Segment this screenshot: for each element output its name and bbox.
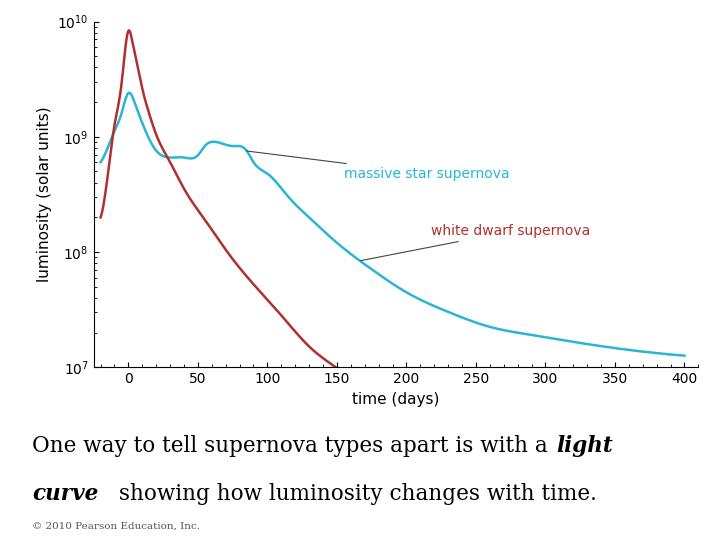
Y-axis label: luminosity (solar units): luminosity (solar units) xyxy=(37,106,52,282)
Text: light: light xyxy=(556,435,613,457)
Text: massive star supernova: massive star supernova xyxy=(246,151,510,181)
X-axis label: time (days): time (days) xyxy=(352,392,440,407)
Text: © 2010 Pearson Education, Inc.: © 2010 Pearson Education, Inc. xyxy=(32,521,200,530)
Text: curve: curve xyxy=(32,483,99,505)
Text: showing how luminosity changes with time.: showing how luminosity changes with time… xyxy=(112,483,596,505)
Text: One way to tell supernova types apart is with a: One way to tell supernova types apart is… xyxy=(32,435,555,457)
Text: white dwarf supernova: white dwarf supernova xyxy=(361,224,590,261)
